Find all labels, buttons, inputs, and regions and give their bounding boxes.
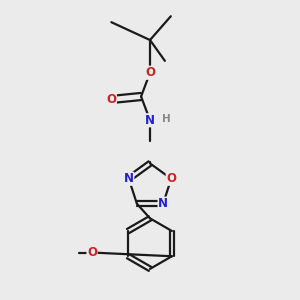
Text: N: N: [145, 114, 155, 127]
Text: O: O: [145, 66, 155, 79]
Text: O: O: [166, 172, 176, 185]
Text: N: N: [158, 197, 168, 210]
Text: N: N: [124, 172, 134, 185]
Text: O: O: [106, 93, 116, 106]
Text: H: H: [162, 114, 171, 124]
Text: O: O: [87, 246, 97, 259]
